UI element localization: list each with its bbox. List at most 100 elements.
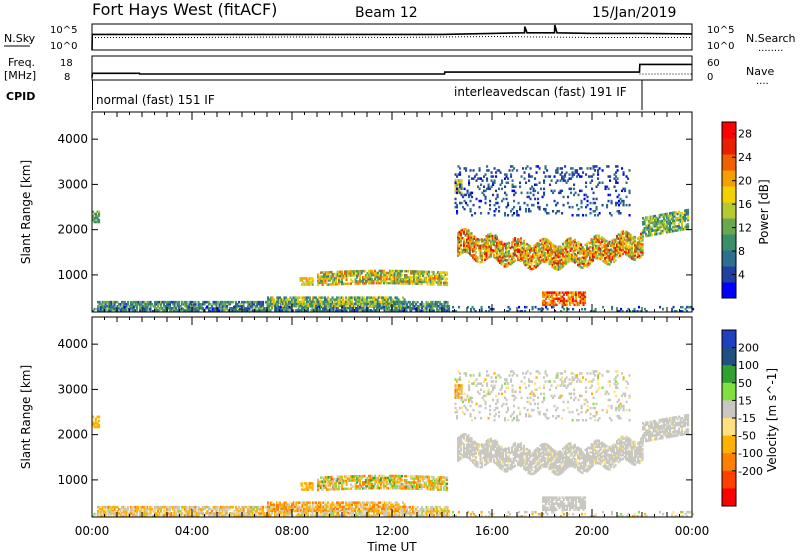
power-cell <box>387 271 390 275</box>
power-cell <box>673 221 676 224</box>
power-cell <box>681 222 684 225</box>
power-cell <box>552 301 555 305</box>
velocity-cell <box>127 505 130 509</box>
power-cell <box>326 273 329 276</box>
power-cell <box>286 300 289 303</box>
power-cell <box>567 293 570 296</box>
power-cell <box>661 223 664 227</box>
velocity-cell <box>439 505 442 509</box>
power-cell <box>557 262 560 265</box>
power-cell <box>675 219 678 222</box>
power-cell <box>569 241 572 244</box>
power-cell <box>542 260 545 263</box>
power-cell <box>157 305 160 308</box>
power-cell <box>230 309 233 312</box>
power-cell <box>456 187 459 191</box>
velocity-cell <box>254 505 257 509</box>
power-cell <box>362 310 365 313</box>
power-cell <box>349 302 352 305</box>
power-cell <box>567 201 570 205</box>
power-cell <box>144 305 147 309</box>
power-cell <box>142 307 145 310</box>
power-cell <box>548 297 551 300</box>
power-cell <box>351 280 354 283</box>
power-cell <box>492 307 495 311</box>
power-cell <box>384 296 387 299</box>
power-cell <box>682 213 685 217</box>
power-cell <box>637 241 640 244</box>
power-cell <box>632 235 635 239</box>
power-cell <box>383 279 386 283</box>
power-cell <box>599 247 602 251</box>
power-cell <box>459 179 462 182</box>
power-cell <box>491 240 494 244</box>
power-cell <box>608 252 611 256</box>
power-cell <box>557 247 560 251</box>
power-cell <box>575 297 578 300</box>
power-cell <box>606 165 609 168</box>
power-cell <box>679 216 682 219</box>
power-cell <box>535 259 538 263</box>
power-cell <box>616 177 619 180</box>
power-cell <box>460 183 463 186</box>
velocity-cell <box>92 415 95 419</box>
power-cell <box>479 244 482 248</box>
power-cell <box>487 246 490 249</box>
velocity-cell <box>98 419 101 423</box>
power-cell <box>658 216 661 219</box>
power-cell <box>359 274 362 277</box>
power-cell <box>601 203 604 207</box>
velocity-cell <box>118 508 121 511</box>
power-cell <box>327 283 330 286</box>
power-cell <box>587 249 590 252</box>
power-cell <box>342 300 345 303</box>
power-cell <box>548 248 551 251</box>
power-cell <box>523 247 526 251</box>
power-cell <box>472 177 475 180</box>
power-cell <box>613 254 616 258</box>
power-cell <box>591 179 594 182</box>
power-cell <box>399 278 402 281</box>
velocity-cell <box>223 508 226 511</box>
power-cell <box>470 246 473 249</box>
power-cell <box>375 300 378 303</box>
velocity-cell <box>274 505 277 508</box>
power-cell <box>395 269 398 273</box>
power-cell <box>542 250 545 253</box>
power-cell <box>528 207 531 211</box>
power-cell <box>439 303 442 306</box>
power-cell <box>475 239 478 242</box>
power-cell <box>594 310 597 313</box>
power-cell <box>437 309 440 312</box>
power-cell <box>543 193 546 197</box>
power-cell <box>469 240 472 244</box>
power-cell <box>482 243 485 246</box>
power-cell <box>322 300 325 303</box>
power-cell <box>578 244 581 248</box>
power-cell <box>655 218 658 222</box>
power-cell <box>440 279 443 282</box>
power-cell <box>596 234 599 237</box>
power-cell <box>378 277 381 281</box>
power-cell <box>598 244 601 248</box>
power-cell <box>641 245 644 248</box>
power-cell <box>434 277 437 280</box>
velocity-cell <box>421 505 424 509</box>
velocity-cell <box>224 505 227 509</box>
power-cell <box>558 191 561 195</box>
power-cell <box>430 305 433 308</box>
power-cell <box>446 305 449 308</box>
power-cell <box>478 177 481 180</box>
velocity-cell <box>367 512 370 515</box>
power-cell <box>283 302 286 305</box>
power-cell <box>535 263 538 267</box>
velocity-cell <box>280 514 283 517</box>
power-cell <box>132 305 135 309</box>
power-cell <box>212 300 215 304</box>
velocity-cell <box>294 501 297 504</box>
power-cell <box>92 210 95 214</box>
power-cell <box>383 305 386 309</box>
power-cell <box>595 165 598 168</box>
power-cell <box>409 303 412 306</box>
noise-right-tick-bottom: 10^0 <box>707 41 734 52</box>
